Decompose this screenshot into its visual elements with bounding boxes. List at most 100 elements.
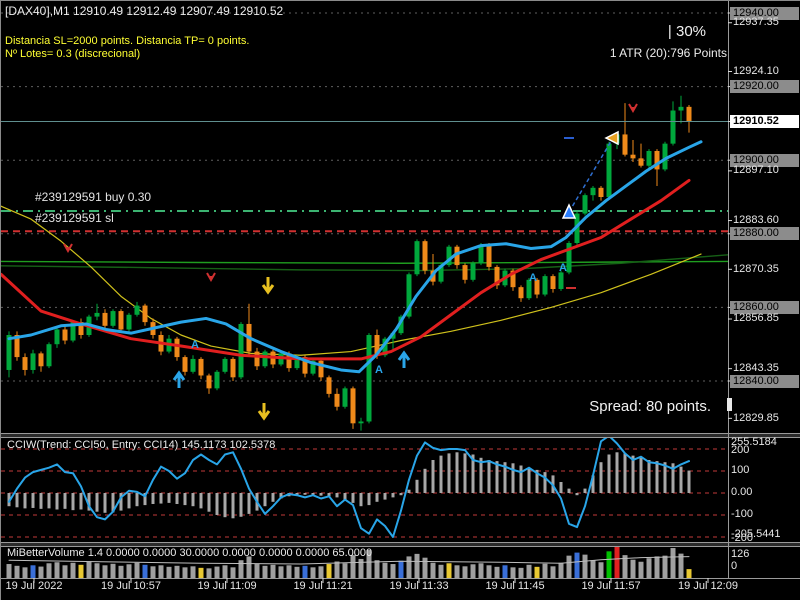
cci-axis-label: -205.5441 [731,528,781,540]
candle [182,355,188,376]
volume-bar [510,567,516,578]
sell-signal-arrow-icon [63,243,73,254]
price-axis-label[interactable]: 12900.00 [730,153,799,167]
exit-signal-arrow-icon [257,403,271,421]
candle [462,263,468,284]
panel-separator [1,542,800,547]
candle [350,386,356,429]
time-axis-label[interactable]: 19 Jul 10:57 [101,580,161,592]
price-axis-label[interactable]: 12829.85 [733,411,779,424]
volume-bar [134,562,140,578]
cci-axis-label: 255.5184 [731,436,777,448]
time-axis-label[interactable]: 19 Jul 11:09 [197,580,257,592]
price-axis-label[interactable]: 12860.00 [730,300,799,314]
volume-bar [230,567,236,578]
entry-letter-marker-icon: A [559,262,567,274]
candle [526,277,532,301]
candle [230,357,236,381]
candle [126,312,132,332]
time-axis-label[interactable]: 19 Jul 11:33 [389,580,449,592]
candle [206,373,212,394]
volume-bar [414,553,420,578]
candle [494,265,500,289]
volume-bar [166,566,172,578]
price-axis-label[interactable]: 12880.00 [730,227,799,241]
candle [110,309,116,328]
ma-green-dark [1,254,728,272]
percent-indicator: | 30% [667,23,706,40]
price-axis-label[interactable]: 12897.10 [733,164,779,177]
candle [30,349,36,374]
candle [334,388,340,411]
volume-bar [286,565,292,578]
volume-bar [526,564,532,578]
volume-bar [678,553,684,578]
price-axis-label[interactable]: 12843.35 [733,362,779,375]
price-axis-label[interactable]: 12856.85 [733,312,779,325]
time-axis-label[interactable]: 19 Jul 11:57 [581,580,641,592]
volume-bar [478,563,484,578]
volume-bar [670,548,676,578]
volume-bar [102,565,108,578]
ma-blue [7,140,703,374]
candle [118,309,124,334]
candle [398,314,404,335]
candle [654,149,660,186]
time-axis-label[interactable]: 19 Jul 12:09 [678,580,738,592]
volume-bar [614,546,620,578]
cci-axis-label: 200 [731,444,750,456]
volume-bar [494,566,500,578]
time-axis-label[interactable]: 19 Jul 2022 [5,580,63,592]
price-axis-label[interactable]: 12883.60 [733,214,779,227]
volume-bar [358,558,364,578]
candle [94,303,100,321]
ma-red [1,178,691,361]
candle [566,241,572,275]
volume-bar [326,564,332,578]
trade-buy-line-label[interactable]: #239129591 buy 0.30 [35,190,152,204]
time-axis-label[interactable]: 19 Jul 11:45 [485,580,545,592]
candle [622,103,628,157]
volume-bar [502,565,508,578]
volume-bar [222,565,228,578]
candle [262,349,268,369]
volume-bar [350,555,356,578]
candle [54,327,60,348]
spread-label: Spread: 80 points. [589,398,711,415]
candle [486,243,492,271]
entry-letter-marker-icon: A [529,272,537,284]
price-axis-label[interactable]: 12940.00 [730,6,799,20]
volume-bar [406,556,412,578]
volume-bar [262,565,268,578]
volume-bar [38,566,44,578]
price-axis-label[interactable]: 12870.35 [733,262,779,275]
candle [198,357,204,380]
price-axis-label[interactable]: 12937.35 [733,16,779,29]
trade-sl-line-label[interactable]: #239129591 sl [35,211,114,225]
candle [646,149,652,170]
volume-bar [438,564,444,578]
price-axis-label[interactable]: 12924.10 [733,65,779,77]
volume-bar [398,560,404,578]
volume-bar [518,567,524,578]
price-axis-label[interactable]: 12840.00 [730,374,799,388]
exit-signal-arrow-icon [261,277,275,295]
time-axis-label[interactable]: 19 Jul 11:21 [293,580,353,592]
volume-bar [366,550,372,578]
candle [134,301,140,317]
candle [190,355,196,374]
cci-axis-label: -100 [731,508,754,520]
candle [542,274,548,297]
candle [678,95,684,124]
trade-exit-icon[interactable] [604,130,619,146]
candle [558,270,564,291]
volume-bar [78,564,84,578]
price-axis-label[interactable]: 12920.00 [730,80,799,94]
volume-bar [382,562,388,578]
volume-bar [630,559,636,578]
volume-bar [182,567,188,578]
buy-entry-icon[interactable] [561,203,577,219]
price-axis-label[interactable]: 12910.52 [730,114,799,128]
